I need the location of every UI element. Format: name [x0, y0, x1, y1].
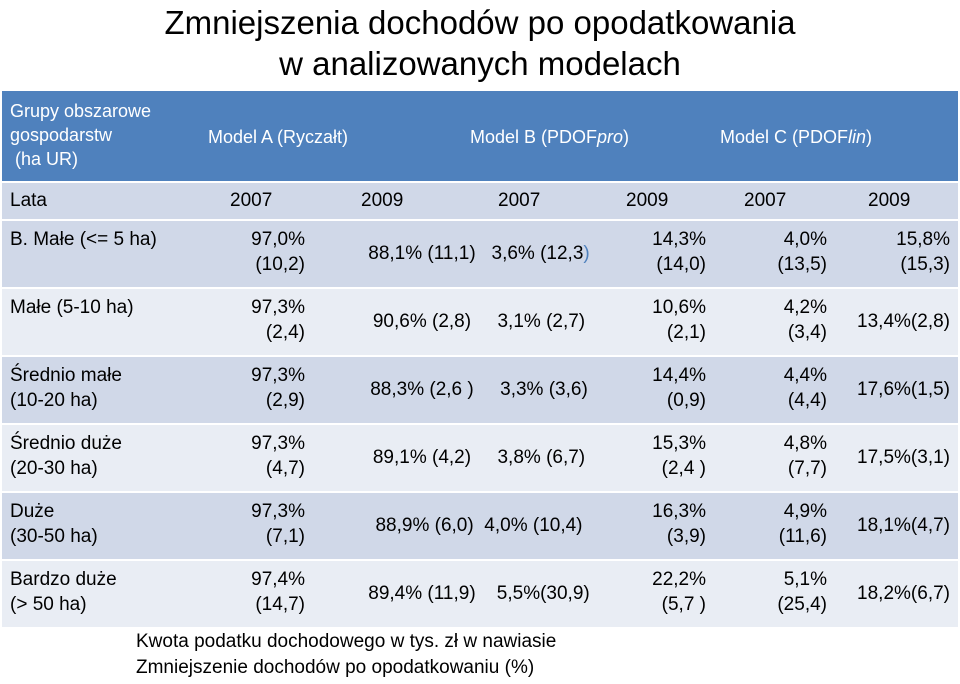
model-b-2009: 10,6% (2,1) — [652, 297, 706, 343]
table-row: Bardzo duże (> 50 ha) 97,4% (14,7) 89,4% (… — [2, 561, 958, 627]
row-label: Średnio duże (20-30 ha) — [10, 433, 122, 479]
row-label: Bardzo duże (> 50 ha) — [10, 569, 117, 615]
model-c-2009: 17,6%(1,5) — [857, 379, 950, 400]
year-cell: 2009 — [626, 190, 669, 211]
model-c-2009: 17,5%(3,1) — [857, 447, 950, 468]
footnote-income-reduction: Zmniejszenie dochodów po opodatkowaniu (… — [136, 657, 535, 678]
year-cell: 2007 — [498, 190, 541, 211]
header-model-a: Model A (Ryczałt) — [208, 127, 349, 147]
year-cell: 2007 — [744, 190, 787, 211]
title-line-1: Zmniejszenia dochodów po opodatkowania — [164, 4, 796, 41]
model-a-2007: 97,3% (2,4) — [251, 297, 305, 343]
table-row: Średnio małe (10-20 ha) 97,3% (2,9) 88,3% … — [2, 357, 958, 425]
model-b-2009: 22,2% (5,7 ) — [652, 569, 706, 615]
model-a-2007: 97,0% (10,2) — [251, 229, 305, 275]
model-c-2007: 4,0% (13,5) — [777, 229, 827, 275]
row-label: B. Małe (<= 5 ha) — [10, 229, 157, 250]
year-cell: 2009 — [868, 190, 911, 211]
model-a-2009-b-2007: 88,3% (2,6 ) 3,3% (3,6) — [370, 379, 588, 400]
table-header: Grupy obszarowe gospodarstw (ha UR) Mode… — [2, 91, 958, 183]
model-c-2007: 4,4% (4,4) — [783, 365, 827, 411]
model-c-2007: 5,1% (25,4) — [777, 569, 827, 615]
row-label: Duże (30-50 ha) — [10, 501, 98, 547]
years-row: Lata 2007 2009 2007 2009 2007 2009 — [2, 183, 958, 221]
table-row: B. Małe (<= 5 ha) 97,0% (10,2) 88,1% (11,… — [2, 221, 958, 289]
footnote-tax-amount: Kwota podatku dochodowego w tys. zł w na… — [136, 631, 557, 652]
row-label: Średnio małe (10-20 ha) — [10, 365, 122, 411]
model-c-2009: 18,2%(6,7) — [857, 583, 950, 604]
model-a-2009-b-2007: 90,6% (2,8) 3,1% (2,7) — [372, 311, 586, 332]
model-c-2007: 4,8% (7,7) — [783, 433, 827, 479]
title-line-2: w analizowanych modelach — [279, 45, 681, 82]
results-table: Grupy obszarowe gospodarstw (ha UR) Mode… — [2, 91, 958, 627]
header-model-c: Model C (PDOFlin) — [720, 127, 873, 147]
model-c-2009: 18,1%(4,7) — [857, 515, 950, 536]
model-b-2009: 14,3% (14,0) — [652, 229, 706, 275]
model-a-2007: 97,4% (14,7) — [251, 569, 305, 615]
table-row: Duże (30-50 ha) 97,3% (7,1) 88,9% (6,0) 4,… — [2, 493, 958, 561]
header-groups-label: Grupy obszarowe gospodarstw (ha UR) — [10, 101, 152, 169]
page-title: Zmniejszenia dochodów po opodatkowania w… — [0, 2, 960, 84]
model-a-2009-b-2007: 89,1% (4,2) 3,8% (6,7) — [372, 447, 586, 468]
model-b-2009: 15,3% (2,4 ) — [652, 433, 706, 479]
table-row: Małe (5-10 ha) 97,3% (2,4) 90,6% (2,8) 3,… — [2, 289, 958, 357]
year-cell: 2009 — [361, 190, 404, 211]
model-c-2007: 4,9% (11,6) — [778, 501, 827, 547]
year-cell: 2007 — [230, 190, 273, 211]
model-a-2009-b-2007: 88,1% (11,1) 3,6% (12,3) — [368, 243, 590, 264]
model-a-2007: 97,3% (2,9) — [251, 365, 305, 411]
years-label: Lata — [10, 190, 47, 211]
table-row: Średnio duże (20-30 ha) 97,3% (4,7) 89,1% … — [2, 425, 958, 493]
row-label: Małe (5-10 ha) — [10, 297, 134, 318]
model-a-2009-b-2007: 88,9% (6,0) 4,0% (10,4) — [375, 515, 583, 536]
model-b-2009: 14,4% (0,9) — [652, 365, 706, 411]
model-b-2009: 16,3% (3,9) — [652, 501, 706, 547]
model-a-2007: 97,3% (4,7) — [251, 433, 305, 479]
header-model-b: Model B (PDOFpro) — [470, 127, 630, 147]
model-c-2007: 4,2% (3,4) — [783, 297, 827, 343]
model-c-2009: 15,8% (15,3) — [896, 229, 950, 275]
model-a-2009-b-2007: 89,4% (11,9) 5,5%(30,9) — [368, 583, 590, 604]
model-c-2009: 13,4%(2,8) — [857, 311, 950, 332]
model-a-2007: 97,3% (7,1) — [251, 501, 305, 547]
